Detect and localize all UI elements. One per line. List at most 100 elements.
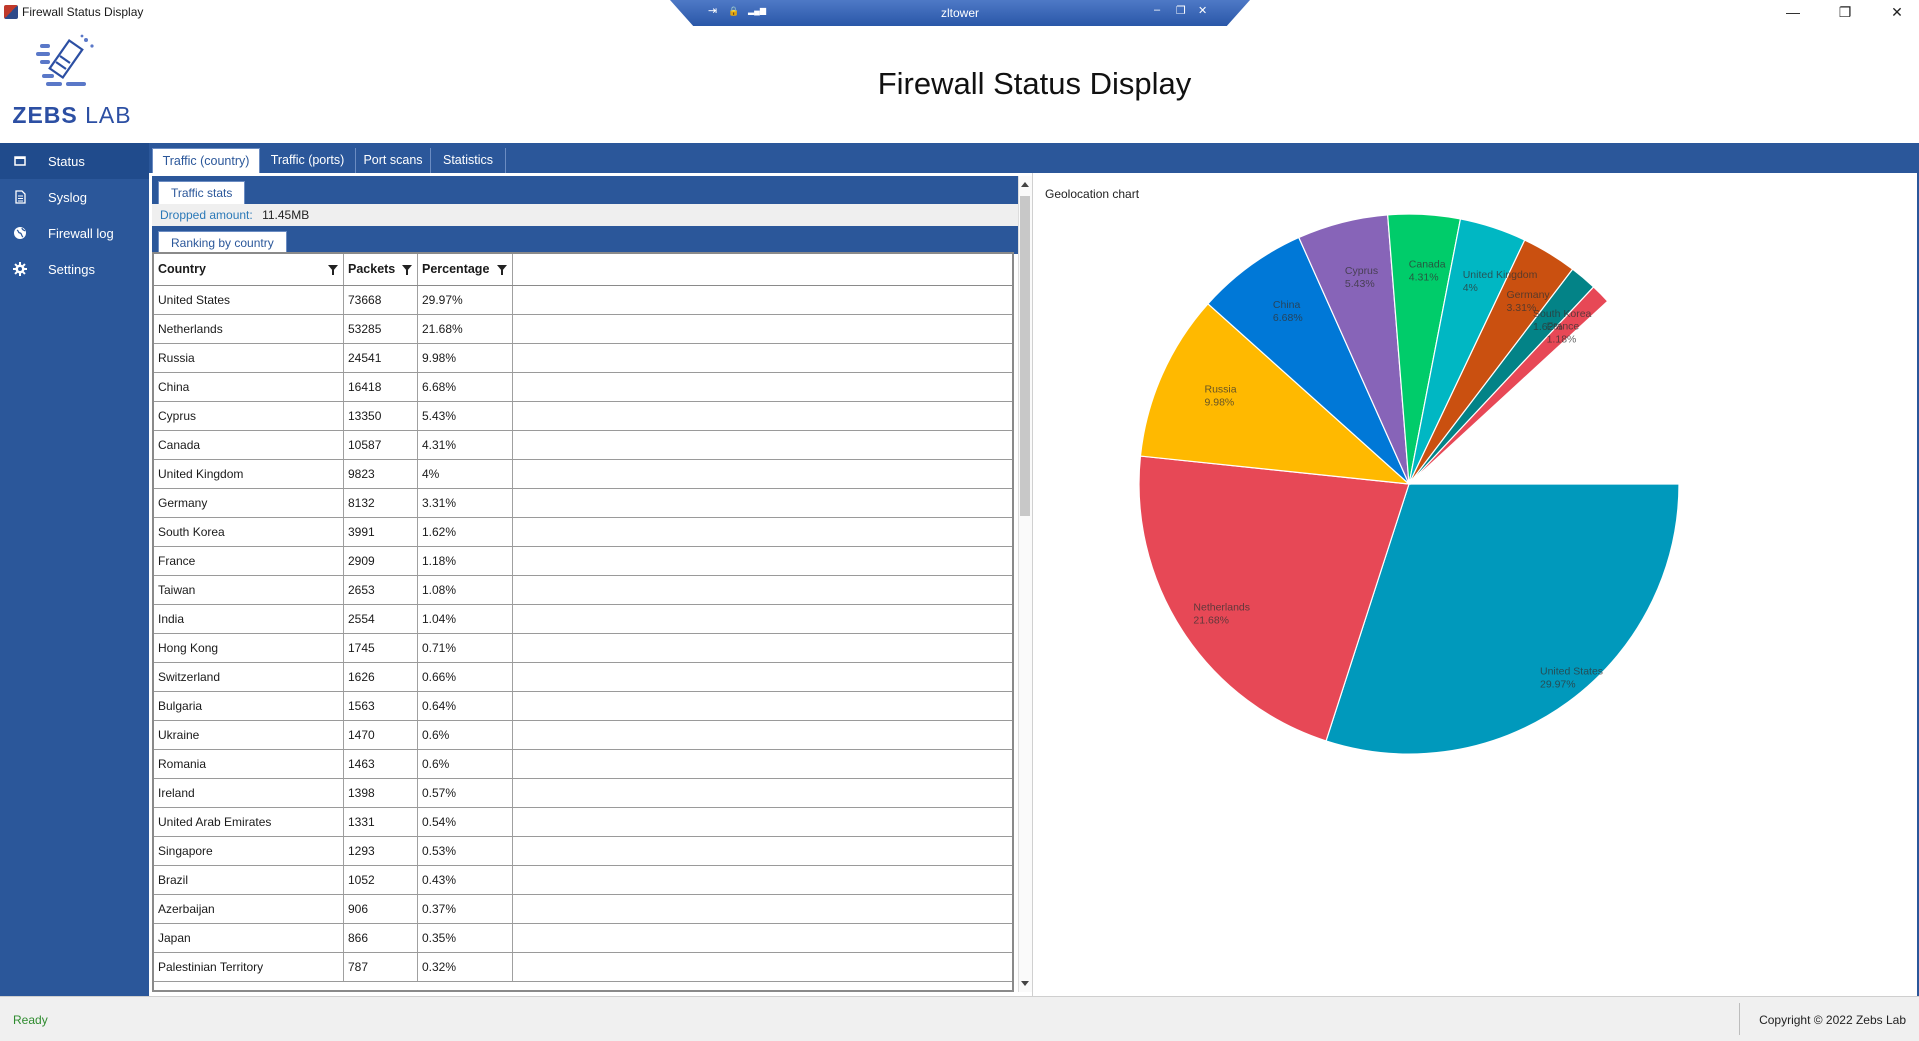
tab-traffic-ports[interactable]: Traffic (ports) [260,148,356,173]
column-header-packets[interactable]: Packets [344,254,418,285]
tab-statistics[interactable]: Statistics [431,148,506,173]
table-row[interactable]: South Korea 3991 1.62% [154,518,1012,547]
table-row[interactable]: Ireland 1398 0.57% [154,779,1012,808]
table-row[interactable]: Netherlands 53285 21.68% [154,315,1012,344]
window-title: Firewall Status Display [22,5,144,19]
country-cell: Bulgaria [154,692,344,720]
table-row[interactable]: Singapore 1293 0.53% [154,837,1012,866]
percentage-cell: 0.6% [418,721,513,749]
pie-slice-netherlands[interactable] [1138,455,1410,742]
tab-ranking-by-country[interactable]: Ranking by country [158,231,287,254]
packets-cell: 1398 [344,779,418,807]
table-row[interactable]: Azerbaijan 906 0.37% [154,895,1012,924]
filler-cell [513,953,1012,981]
column-header-percentage[interactable]: Percentage [418,254,513,285]
remote-restore-button[interactable]: ❐ [1176,5,1186,17]
packets-cell: 866 [344,924,418,952]
sidebar-item-settings[interactable]: Settings [0,251,149,287]
slice-value-label: 6.68% [1273,312,1303,324]
table-scrollbar[interactable] [1018,176,1032,992]
packets-cell: 53285 [344,315,418,343]
remote-minimize-button[interactable]: – [1154,4,1161,16]
sidebar-item-firewall-log[interactable]: Firewall log [0,215,149,251]
country-cell: Germany [154,489,344,517]
table-row[interactable]: Canada 10587 4.31% [154,431,1012,460]
table-row[interactable]: Russia 24541 9.98% [154,344,1012,373]
filler-cell [513,547,1012,575]
packets-cell: 906 [344,895,418,923]
percentage-cell: 1.18% [418,547,513,575]
filler-cell [513,431,1012,459]
table-row[interactable]: Ukraine 1470 0.6% [154,721,1012,750]
table-row[interactable]: United Arab Emirates 1331 0.54% [154,808,1012,837]
percentage-cell: 3.31% [418,489,513,517]
table-row[interactable]: United States 73668 29.97% [154,286,1012,315]
pie-slice-france[interactable] [1408,286,1609,485]
packets-cell: 787 [344,953,418,981]
maximize-button[interactable]: ❐ [1838,4,1852,20]
pin-icon[interactable]: ⇥ [708,5,718,17]
table-row[interactable]: Palestinian Territory 787 0.32% [154,953,1012,982]
scroll-thumb[interactable] [1020,196,1030,516]
filter-icon[interactable] [328,265,338,275]
minimize-button[interactable]: — [1786,4,1800,20]
pie-slice-russia[interactable] [1139,302,1411,485]
filler-cell [513,779,1012,807]
sidebar-item-status[interactable]: Status [0,143,149,179]
table-row[interactable]: Japan 866 0.35% [154,924,1012,953]
table-row[interactable]: Cyprus 13350 5.43% [154,402,1012,431]
slice-label: South Korea [1533,308,1592,320]
filler-cell [513,924,1012,952]
country-cell: Switzerland [154,663,344,691]
packets-cell: 2653 [344,576,418,604]
packets-cell: 1470 [344,721,418,749]
country-cell: United Kingdom [154,460,344,488]
packets-cell: 1745 [344,634,418,662]
table-row[interactable]: Taiwan 2653 1.08% [154,576,1012,605]
table-row[interactable]: Germany 8132 3.31% [154,489,1012,518]
app-icon [4,5,18,19]
table-row[interactable]: Brazil 1052 0.43% [154,866,1012,895]
slice-value-label: 4% [1463,282,1478,294]
pie-slice-united-states[interactable] [1325,483,1680,755]
table-row[interactable]: Bulgaria 1563 0.64% [154,692,1012,721]
pie-slice-china[interactable] [1207,236,1410,485]
slice-label: Russia [1205,384,1237,396]
table-row[interactable]: France 2909 1.18% [154,547,1012,576]
filler-cell [513,286,1012,314]
tab-traffic-country[interactable]: Traffic (country) [152,148,260,173]
table-row[interactable]: India 2554 1.04% [154,605,1012,634]
lock-icon: 🔒 [728,6,740,16]
scroll-down-icon[interactable] [1021,981,1029,986]
table-row[interactable]: Romania 1463 0.6% [154,750,1012,779]
table-row[interactable]: China 16418 6.68% [154,373,1012,402]
column-header-filler [513,254,1012,285]
filler-cell [513,663,1012,691]
copyright-text: Copyright © 2022 Zebs Lab [1759,1013,1906,1027]
packets-cell: 3991 [344,518,418,546]
filter-icon[interactable] [497,265,507,275]
remote-close-button[interactable]: ✕ [1198,5,1208,17]
percentage-cell: 4.31% [418,431,513,459]
packets-cell: 1331 [344,808,418,836]
tab-port-scans[interactable]: Port scans [356,148,431,173]
percentage-cell: 1.08% [418,576,513,604]
packets-cell: 1052 [344,866,418,894]
column-header-country[interactable]: Country [154,254,344,285]
table-row[interactable]: Hong Kong 1745 0.71% [154,634,1012,663]
chart-panel: United States 29.97% Netherlands 21.68% Russ… [1032,173,1919,996]
table-row[interactable]: United Kingdom 9823 4% [154,460,1012,489]
globe-icon [14,227,26,239]
filter-icon[interactable] [402,265,412,275]
tab-traffic-stats[interactable]: Traffic stats [158,181,246,204]
country-cell: China [154,373,344,401]
close-button[interactable]: ✕ [1891,4,1903,20]
sidebar-item-syslog[interactable]: Syslog [0,179,149,215]
scroll-up-icon[interactable] [1021,182,1029,187]
table-header: Country Packets Percentage [154,254,1012,286]
table-row[interactable]: Switzerland 1626 0.66% [154,663,1012,692]
percentage-cell: 0.32% [418,953,513,981]
country-cell: Azerbaijan [154,895,344,923]
percentage-cell: 1.62% [418,518,513,546]
